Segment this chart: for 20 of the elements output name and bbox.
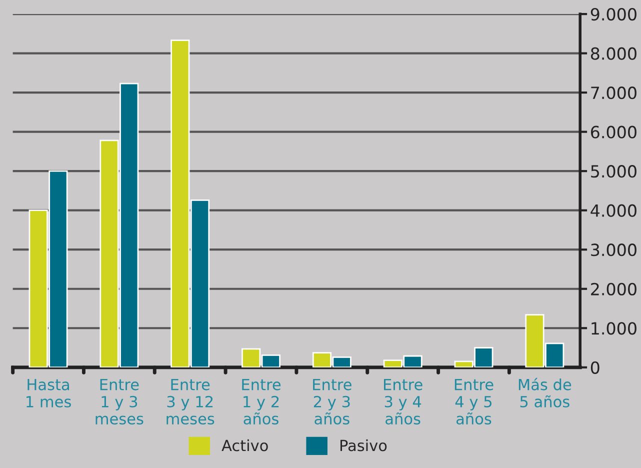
- x-tick-label: Más de 5 años: [518, 378, 572, 408]
- y-tick-label: 8.000: [590, 47, 636, 60]
- x-tick-label: Entre 3 y 4 años: [384, 378, 422, 425]
- y-tick-label: 1.000: [592, 322, 636, 335]
- y-tick-label: 9.000: [590, 8, 636, 21]
- legend-label: Activo: [222, 439, 268, 452]
- x-tick-label: Entre 4 y 5 años: [454, 378, 494, 425]
- x-tick-label: Entre 1 y 2 años: [242, 378, 281, 425]
- y-tick-label: 5.000: [591, 165, 636, 178]
- y-tick-label: 7.000: [591, 86, 636, 100]
- y-tick-label: 0: [590, 361, 600, 374]
- x-tick-label: Entre 3 y 12 meses: [166, 378, 214, 425]
- x-tick-label: Entre 2 y 3 años: [313, 378, 352, 425]
- y-tick-label: 6.000: [590, 126, 636, 138]
- y-tick-label: 3.000: [591, 244, 636, 256]
- legend-label: Pasivo: [340, 439, 387, 452]
- x-tick-label: Entre 1 y 3 meses: [96, 378, 144, 425]
- y-tick-label: 2.000: [591, 282, 636, 296]
- y-tick-label: 4.000: [590, 204, 636, 217]
- x-tick-label: Hasta 1 mes: [26, 378, 71, 408]
